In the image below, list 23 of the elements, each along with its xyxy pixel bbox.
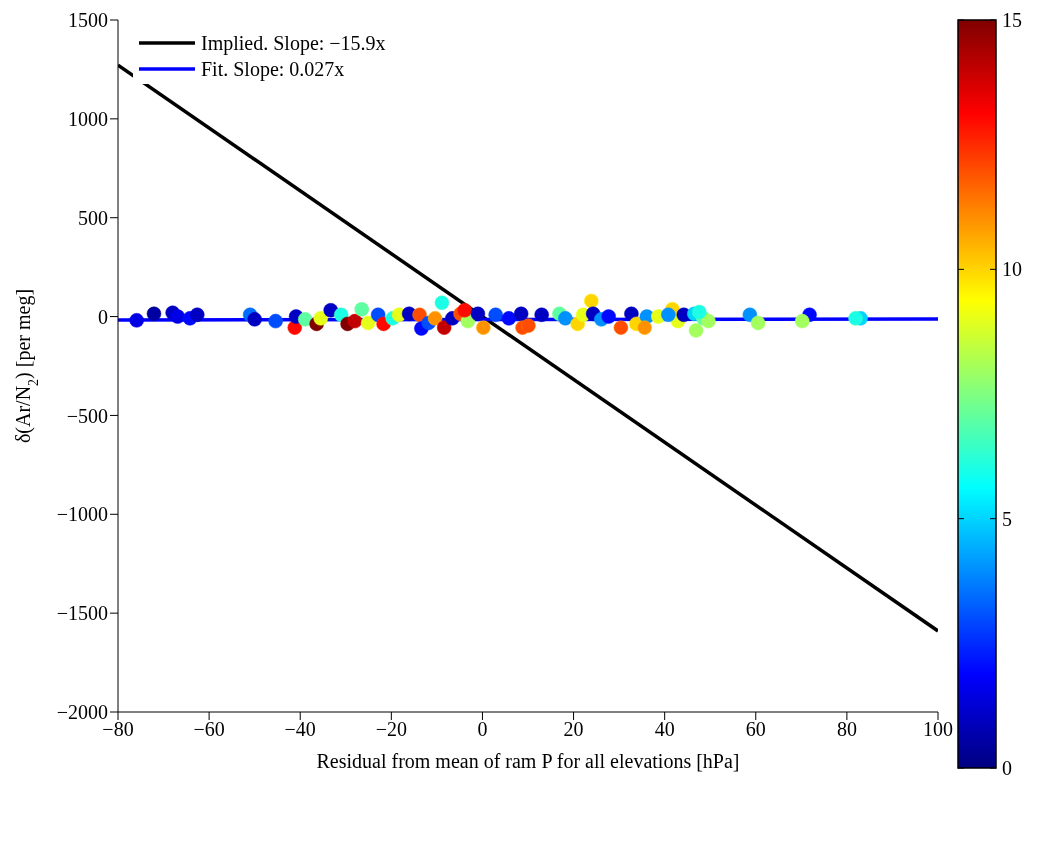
x-tick-label: −60 [193,718,225,741]
y-tick-label: −1500 [56,602,108,625]
y-tick-label: 1500 [68,9,108,32]
y-tick-label: 1000 [68,107,108,130]
x-axis-title: Residual from mean of ram P for all elevations [hPa] [316,750,740,772]
x-tick-label: −40 [284,718,316,741]
legend-label: Implied. Slope: −15.9x [201,31,386,56]
x-tick-label: 60 [745,718,766,741]
x-tick-label: −20 [375,718,407,741]
x-tick-label: 40 [654,718,675,741]
color-bar-label: 15 [1002,9,1022,31]
x-tick-label: 0 [477,718,488,741]
y-tick-label: 0 [98,305,108,328]
color-bar-label: 0 [1002,757,1012,779]
y-tick-label: 500 [78,206,108,229]
legend-label: Fit. Slope: 0.027x [201,57,345,82]
x-tick-label: 20 [563,718,584,741]
color-bar-label: 5 [1002,507,1012,530]
x-tick-label: 100 [923,718,953,741]
y-tick-label: −500 [66,404,108,427]
x-tick-label: 80 [836,718,857,741]
y-tick-label: −1000 [56,503,108,526]
color-bar-label: 10 [1002,258,1022,281]
